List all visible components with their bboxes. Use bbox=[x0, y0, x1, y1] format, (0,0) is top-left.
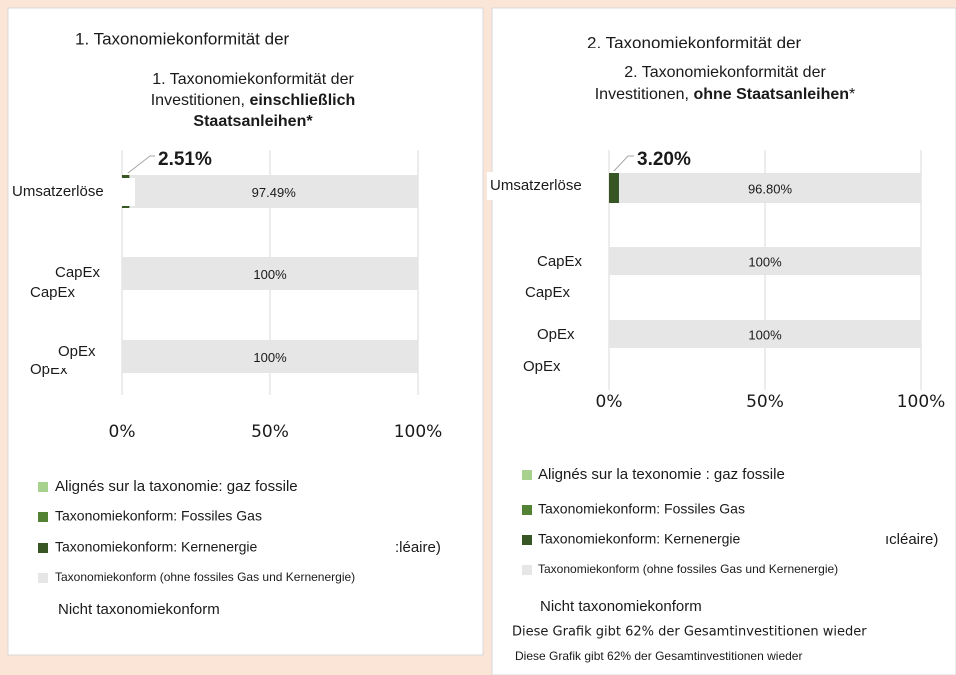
legend-swatch bbox=[522, 470, 532, 480]
legend-swatch bbox=[38, 543, 48, 553]
category-label: CapEx bbox=[537, 253, 583, 270]
bar bbox=[122, 257, 418, 290]
callout-label: 2.51% bbox=[158, 149, 212, 170]
ghost-text: ıcléaire) bbox=[885, 531, 938, 548]
title-part: Investitionen, bbox=[151, 92, 250, 109]
title-part: ohne Staatsanleihen bbox=[693, 86, 849, 103]
x-tick-label: 0% bbox=[109, 422, 136, 442]
legend-label: Taxonomiekonform: Kernenergie bbox=[538, 531, 741, 547]
ghost-text: 2. Taxonomiekonformität der bbox=[587, 33, 802, 52]
callout-line bbox=[127, 155, 155, 174]
footnote: Diese Grafik gibt 62% der Gesamtinvestit… bbox=[512, 625, 867, 640]
legend-label: Taxonomiekonform (ohne fossiles Gas und … bbox=[538, 562, 838, 576]
chart-title: Investitionen, ohne Staatsanleihen* bbox=[595, 86, 856, 103]
x-tick-label: 0% bbox=[596, 392, 623, 412]
label-background bbox=[487, 172, 600, 200]
legend-swatch bbox=[522, 565, 532, 575]
chart-title: Staatsanleihen* bbox=[193, 113, 313, 130]
ghost-text: OpEx bbox=[523, 358, 561, 375]
title-part: * bbox=[849, 86, 855, 103]
data-label: 100% bbox=[748, 327, 782, 342]
data-label: 100% bbox=[748, 254, 782, 269]
x-tick-label: 50% bbox=[251, 422, 289, 442]
legend-swatch bbox=[522, 505, 532, 515]
bar bbox=[618, 173, 921, 203]
title-part: einschließlich bbox=[249, 92, 355, 109]
legend-swatch bbox=[38, 482, 48, 492]
ghost-text: CapEx bbox=[30, 284, 76, 301]
data-label: 97.49% bbox=[252, 185, 297, 200]
overlap-mask bbox=[528, 340, 598, 350]
ghost-text: 1. Taxonomiekonformität der bbox=[75, 29, 290, 48]
bar bbox=[609, 173, 619, 203]
legend-swatch bbox=[38, 512, 48, 522]
category-label: OpEx bbox=[537, 326, 575, 343]
legend-swatch bbox=[38, 573, 48, 583]
callout-label: 3.20% bbox=[637, 149, 691, 170]
data-label: 96.80% bbox=[748, 181, 793, 196]
title-part: 2. Taxonomiekonformität der bbox=[624, 64, 826, 81]
data-label: 100% bbox=[253, 350, 287, 365]
callout-line bbox=[613, 155, 634, 172]
ghost-text: :léaire) bbox=[395, 539, 441, 556]
title-part: 1. Taxonomiekonformität der bbox=[152, 71, 354, 88]
label-background bbox=[9, 178, 135, 206]
legend-label: Taxonomiekonform: Fossiles Gas bbox=[538, 501, 745, 517]
bar bbox=[609, 247, 921, 275]
category-label: Umsatzerlöse bbox=[12, 183, 104, 200]
x-tick-label: 100% bbox=[897, 392, 946, 412]
title-part: Investitionen, bbox=[595, 86, 694, 103]
data-label: 100% bbox=[253, 267, 287, 282]
bar bbox=[609, 320, 921, 348]
legend-label: Taxonomiekonform: Kernenergie bbox=[55, 539, 258, 555]
bar bbox=[129, 175, 418, 208]
category-label: OpEx bbox=[58, 343, 96, 360]
ghost-text: Diese Grafik gibt 62% der Gesamtinvestit… bbox=[515, 649, 802, 663]
overlap-mask bbox=[48, 356, 118, 368]
left-panel bbox=[7, 7, 484, 656]
overlap-mask bbox=[570, 48, 890, 62]
legend-label: Alignés sur la taxonomie: gaz fossile bbox=[55, 478, 298, 495]
legend-label: Taxonomiekonform: Fossiles Gas bbox=[55, 508, 262, 524]
title-part: Staatsanleihen* bbox=[193, 113, 313, 130]
ghost-text: CapEx bbox=[525, 284, 571, 301]
chart-title: 1. Taxonomiekonformität der bbox=[152, 71, 354, 88]
x-tick-label: 100% bbox=[394, 422, 443, 442]
bar bbox=[122, 340, 418, 373]
legend-label: Taxonomiekonform (ohne fossiles Gas und … bbox=[55, 570, 355, 584]
category-label: CapEx bbox=[55, 264, 101, 281]
x-tick-label: 50% bbox=[746, 392, 784, 412]
legend-swatch bbox=[522, 535, 532, 545]
legend-label: Nicht taxonomiekonform bbox=[540, 598, 702, 615]
legend-label: Nicht taxonomiekonform bbox=[58, 601, 220, 618]
chart-title: Investitionen, einschließlich bbox=[151, 92, 356, 109]
legend-label: Alignés sur la texonomie : gaz fossile bbox=[538, 466, 785, 483]
category-label: Umsatzerlöse bbox=[490, 177, 582, 194]
chart-title: 2. Taxonomiekonformität der bbox=[624, 64, 826, 81]
